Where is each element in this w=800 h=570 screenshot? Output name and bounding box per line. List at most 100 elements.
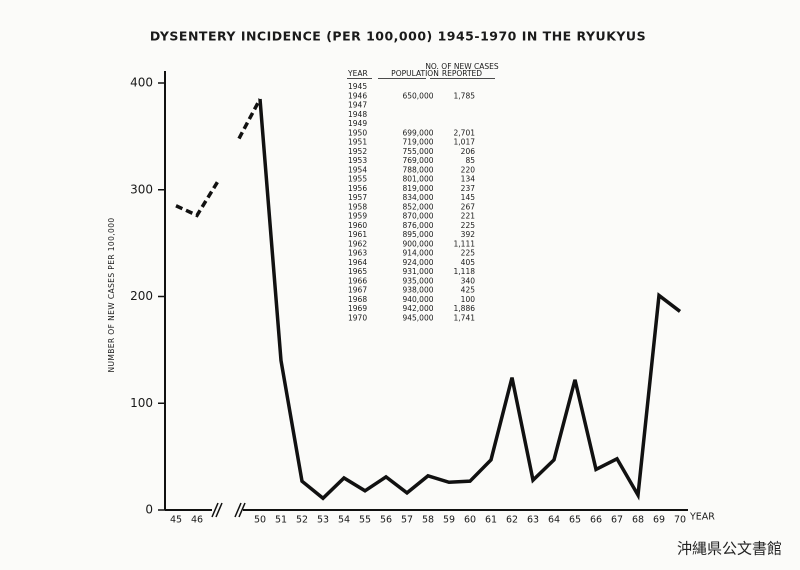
- data-line: [175, 180, 220, 218]
- x-tick-label: 67: [611, 515, 623, 526]
- y-tick-label: 200: [130, 289, 153, 303]
- table-cell: 931,000: [402, 267, 433, 276]
- x-tick-label: 62: [506, 515, 518, 526]
- table-cell: 85: [465, 156, 475, 165]
- x-tick-label: 45: [170, 515, 182, 526]
- table-header: YEAR: [347, 69, 368, 78]
- x-tick-label: 55: [359, 515, 371, 526]
- table-cell: 1,111: [454, 239, 476, 248]
- table-cell: 924,000: [402, 258, 433, 267]
- table-cell: 819,000: [402, 184, 433, 193]
- x-tick-label: 52: [296, 515, 308, 526]
- table-cell: 1951: [348, 138, 367, 147]
- table-cell: 1968: [348, 295, 367, 304]
- table-cell: 1,741: [454, 313, 476, 322]
- y-tick-label: 0: [145, 503, 153, 517]
- x-tick-label: 65: [569, 515, 581, 526]
- table-cell: 1963: [348, 249, 367, 258]
- x-tick-label: 70: [674, 515, 686, 526]
- x-tick-label: 53: [317, 515, 329, 526]
- table-cell: 225: [461, 249, 476, 258]
- table-cell: 769,000: [402, 156, 433, 165]
- x-tick-label: 56: [380, 515, 392, 526]
- x-axis-label: YEAR: [689, 512, 715, 523]
- table-cell: 935,000: [402, 276, 433, 285]
- table-cell: 1960: [348, 221, 367, 230]
- table-cell: 1965: [348, 267, 367, 276]
- table-cell: 1964: [348, 258, 367, 267]
- table-cell: 914,000: [402, 249, 433, 258]
- table-cell: 1954: [348, 165, 367, 174]
- axis-break: [234, 502, 246, 518]
- table-cell: 237: [461, 184, 476, 193]
- chart-title: DYSENTERY INCIDENCE (PER 100,000) 1945-1…: [150, 29, 646, 44]
- table-cell: 1956: [348, 184, 367, 193]
- table-cell: 870,000: [402, 212, 433, 221]
- table-cell: 938,000: [402, 286, 433, 295]
- table-cell: 405: [461, 258, 476, 267]
- table-cell: 852,000: [402, 202, 433, 211]
- table-cell: 719,000: [402, 138, 433, 147]
- table-cell: 1953: [348, 156, 367, 165]
- table-cell: 1945: [348, 82, 367, 91]
- table-cell: 699,000: [402, 128, 433, 137]
- x-tick-label: 64: [548, 515, 560, 526]
- table-cell: 100: [461, 295, 476, 304]
- table-cell: 425: [461, 286, 476, 295]
- table-cell: 1952: [348, 147, 367, 156]
- table-cell: 206: [461, 147, 476, 156]
- axis-break: [211, 502, 223, 518]
- table-cell: 940,000: [402, 295, 433, 304]
- data-line: [237, 98, 262, 140]
- x-tick-label: 63: [527, 515, 539, 526]
- table-cell: 225: [461, 221, 476, 230]
- x-tick-label: 69: [653, 515, 665, 526]
- table-cell: 340: [461, 276, 476, 285]
- table-cell: 1962: [348, 239, 367, 248]
- table-header: POPULATION: [391, 69, 439, 78]
- table-cell: 145: [461, 193, 476, 202]
- table-cell: 1949: [348, 119, 367, 128]
- table-cell: 1966: [348, 276, 367, 285]
- table-cell: 1947: [348, 101, 367, 110]
- x-tick-label: 68: [632, 515, 644, 526]
- table-cell: 1958: [348, 202, 367, 211]
- x-tick-label: 57: [401, 515, 413, 526]
- table-cell: 2,701: [454, 128, 476, 137]
- table-cell: 1967: [348, 286, 367, 295]
- table-cell: 755,000: [402, 147, 433, 156]
- table-cell: 1957: [348, 193, 367, 202]
- table-cell: 220: [461, 165, 476, 174]
- table-cell: 1959: [348, 212, 367, 221]
- y-axis-label: NUMBER OF NEW CASES PER 100,000: [107, 217, 116, 372]
- table-cell: 945,000: [402, 313, 433, 322]
- x-tick-label: 58: [422, 515, 434, 526]
- table-cell: 895,000: [402, 230, 433, 239]
- x-tick-label: 50: [254, 515, 266, 526]
- watermark: 沖縄県公文書館: [677, 540, 782, 558]
- table-cell: 1,886: [454, 304, 476, 313]
- x-tick-label: 51: [275, 515, 287, 526]
- table-header: NO. OF NEW CASES: [425, 62, 499, 71]
- table-cell: 1,118: [454, 267, 476, 276]
- table-cell: 876,000: [402, 221, 433, 230]
- table-cell: 1961: [348, 230, 367, 239]
- x-tick-label: 60: [464, 515, 476, 526]
- table-header: REPORTED: [442, 69, 482, 78]
- table-cell: 392: [461, 230, 476, 239]
- table-cell: 1,785: [454, 91, 476, 100]
- table-cell: 788,000: [402, 165, 433, 174]
- table-cell: 900,000: [402, 239, 433, 248]
- y-tick-label: 100: [130, 396, 153, 410]
- table-cell: 134: [461, 175, 476, 184]
- table-cell: 1,017: [454, 138, 476, 147]
- table-cell: 1969: [348, 304, 367, 313]
- y-tick-label: 400: [130, 76, 153, 90]
- table-cell: 1948: [348, 110, 367, 119]
- table-cell: 650,000: [402, 91, 433, 100]
- x-tick-label: 54: [338, 515, 350, 526]
- table-cell: 834,000: [402, 193, 433, 202]
- table-cell: 1955: [348, 175, 367, 184]
